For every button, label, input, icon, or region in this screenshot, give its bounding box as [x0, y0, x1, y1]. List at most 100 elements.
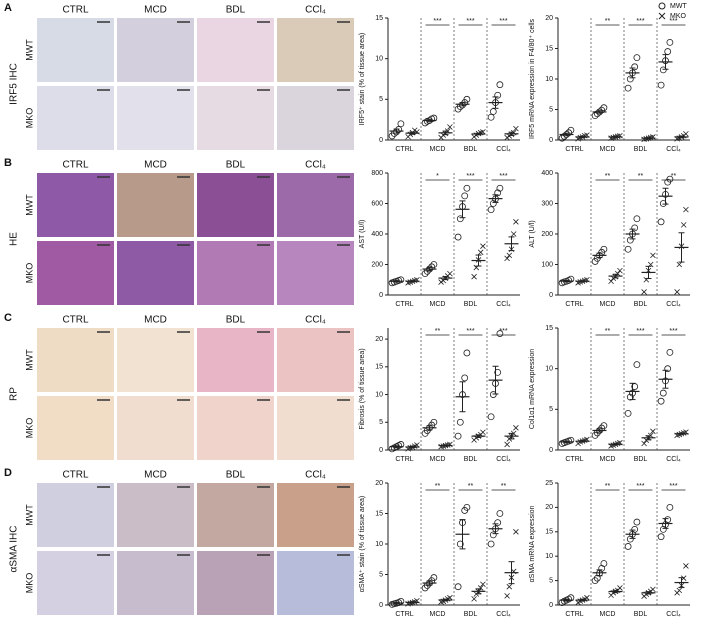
x-tick-label: CCl₄: [666, 456, 681, 463]
micrograph: [197, 86, 274, 150]
micrograph: [197, 173, 274, 237]
x-tick-label: BDL: [464, 146, 478, 153]
y-tick-label: 10: [545, 366, 553, 373]
significance-label: **: [605, 18, 611, 25]
data-point: [397, 276, 405, 284]
data-point: [666, 348, 674, 356]
y-tick-label: 20: [545, 15, 553, 22]
y-tick-label: 15: [375, 510, 383, 517]
data-point: [489, 531, 497, 539]
x-tick-label: MCD: [430, 146, 446, 153]
y-tick-label: 0: [379, 292, 383, 299]
data-point: [494, 519, 502, 527]
significance-label: ***: [466, 173, 474, 180]
stain-label: IRF5 IHC: [9, 63, 20, 105]
y-tick-label: 25: [545, 480, 553, 487]
data-point: [463, 503, 471, 511]
data-point: [397, 120, 405, 128]
data-point: [650, 428, 656, 435]
significance-label: *: [436, 173, 439, 180]
x-tick-label: CTRL: [395, 611, 413, 618]
micrograph: [37, 328, 114, 392]
data-point: [626, 75, 634, 83]
y-tick-label: 15: [545, 529, 553, 536]
data-point: [624, 84, 632, 92]
data-point: [513, 125, 519, 132]
micrograph: [197, 396, 274, 460]
y-tick-label: 5: [379, 419, 383, 426]
row-label: MKO: [24, 108, 34, 129]
data-point: [421, 584, 429, 592]
data-point: [496, 510, 504, 517]
data-point: [494, 189, 502, 197]
data-point: [674, 289, 680, 295]
data-point: [600, 422, 608, 430]
data-point: [657, 533, 665, 541]
y-tick-label: 0: [379, 447, 383, 454]
data-point: [496, 184, 504, 192]
column-label: CCl₄: [305, 5, 326, 16]
data-point: [676, 587, 683, 594]
y-tick-label: 15: [375, 15, 383, 22]
column-label: MCD: [144, 160, 167, 171]
data-point: [494, 91, 502, 99]
micrograph: [37, 551, 114, 615]
y-tick-label: 0: [379, 602, 383, 609]
y-tick-label: 400: [371, 231, 383, 238]
significance-label: **: [501, 483, 507, 490]
significance-label: ***: [433, 18, 441, 25]
data-point: [471, 273, 477, 280]
data-point: [461, 192, 469, 200]
data-point: [454, 233, 462, 241]
y-tick-label: 15: [545, 45, 553, 52]
significance-label: ***: [499, 18, 507, 25]
data-point: [456, 540, 464, 548]
data-point: [683, 206, 689, 213]
data-point: [676, 261, 683, 268]
data-point: [463, 95, 471, 103]
data-point: [456, 418, 464, 426]
data-point: [496, 81, 504, 89]
significance-label: ***: [669, 483, 677, 490]
micrograph: [37, 18, 114, 82]
micrograph: [277, 241, 354, 305]
data-point: [504, 255, 510, 262]
column-label: CCl₄: [305, 470, 326, 481]
y-axis-label: ALT (U/l): [529, 220, 536, 247]
data-point: [659, 389, 667, 397]
data-point: [454, 105, 462, 113]
data-point: [447, 124, 453, 130]
data-point: [650, 586, 656, 593]
y-tick-label: 800: [371, 170, 383, 177]
stain-label: RP: [9, 387, 20, 401]
data-point: [600, 104, 608, 112]
data-point: [633, 518, 641, 526]
y-axis-label: IRF5 mRNA expression in F4/80⁺ cells: [529, 18, 536, 139]
data-point: [591, 431, 599, 439]
micrograph: [37, 86, 114, 150]
data-point: [480, 581, 486, 588]
significance-label: **: [435, 328, 441, 335]
data-point: [461, 374, 469, 382]
data-point: [626, 393, 634, 401]
data-point: [471, 596, 477, 602]
y-tick-label: 5: [379, 571, 383, 578]
x-tick-label: CCl₄: [496, 301, 511, 308]
column-label: CTRL: [62, 315, 89, 326]
data-point: [477, 249, 484, 256]
y-tick-label: 0: [549, 292, 553, 299]
data-point: [624, 543, 632, 550]
y-tick-label: 10: [375, 56, 383, 63]
column-label: BDL: [226, 5, 246, 16]
data-point: [624, 409, 632, 417]
data-point: [513, 425, 519, 431]
data-point: [506, 252, 513, 259]
x-tick-label: BDL: [634, 456, 648, 463]
y-tick-label: 5: [549, 406, 553, 413]
y-tick-label: 10: [375, 541, 383, 548]
data-point: [680, 222, 687, 228]
panel-letter: A: [4, 2, 12, 14]
y-tick-label: 100: [541, 261, 553, 268]
row-label: MWT: [24, 504, 34, 526]
data-point: [666, 503, 674, 511]
